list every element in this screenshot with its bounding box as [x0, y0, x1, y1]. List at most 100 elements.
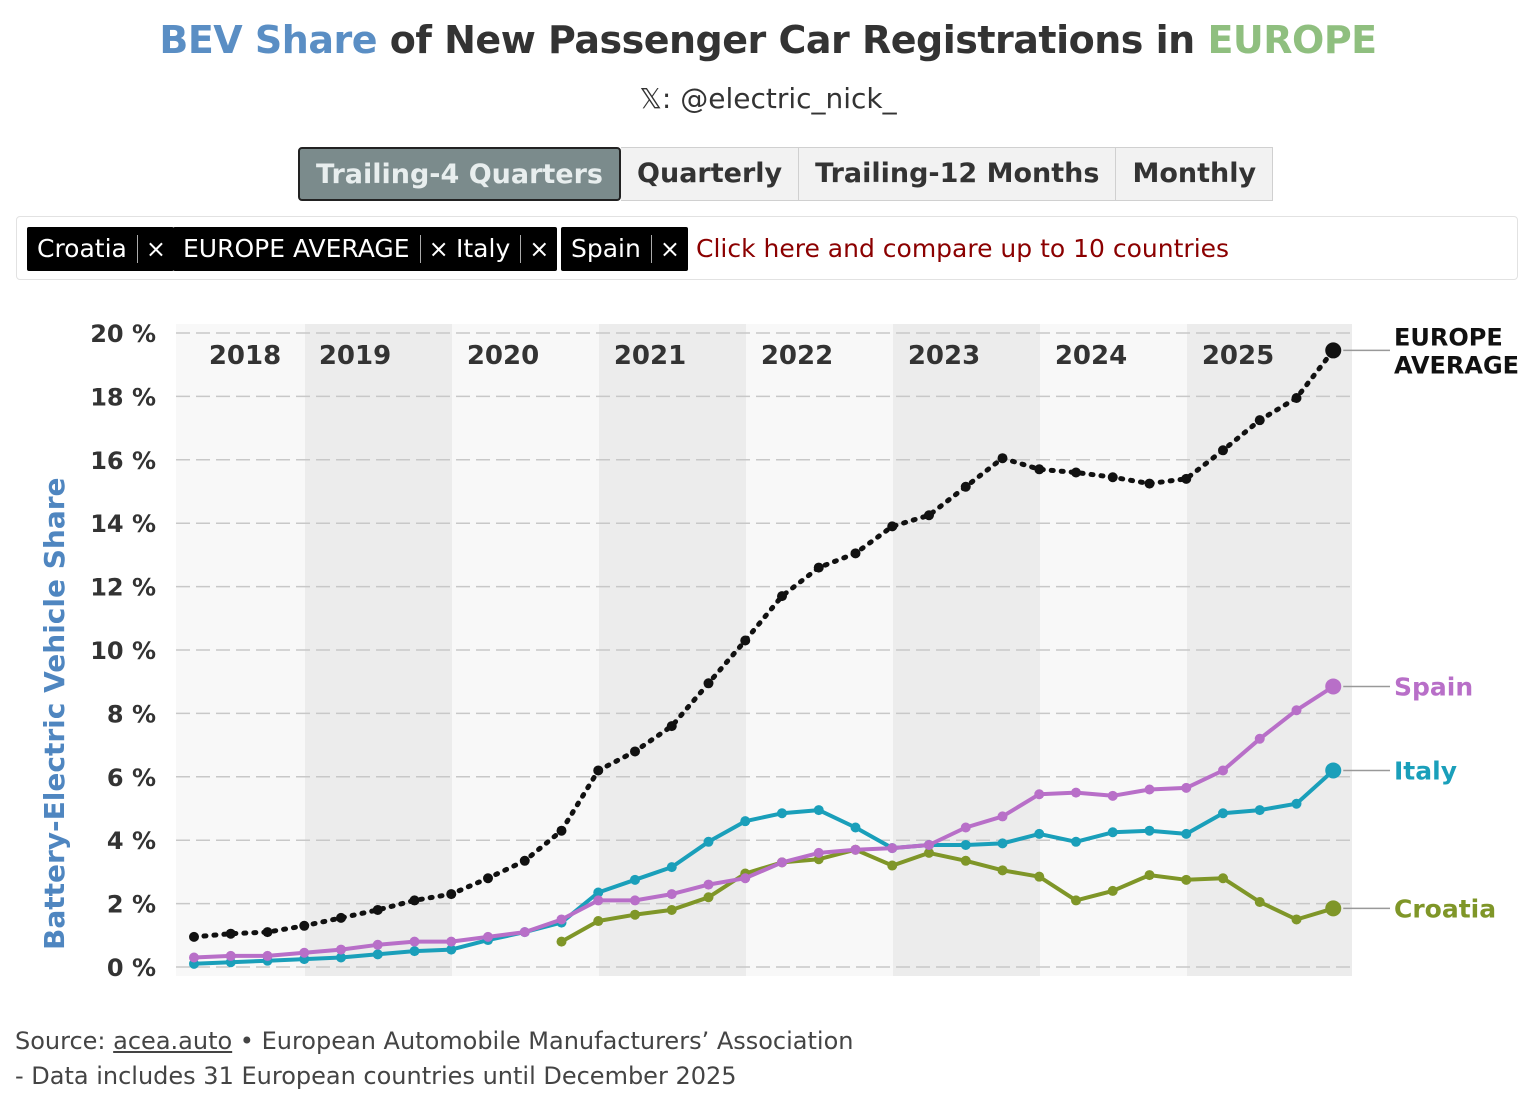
- data-point-italy: [666, 862, 677, 873]
- data-point-spain: [446, 936, 457, 947]
- tab-trailing-4-quarters[interactable]: Trailing-4 Quarters: [298, 147, 622, 201]
- data-point-spain: [1144, 784, 1155, 795]
- chip-italy-label: Italy: [456, 234, 511, 263]
- data-point-spain: [1181, 782, 1192, 793]
- chip-croatia: Croatia ×: [27, 227, 174, 271]
- data-point-spain: [336, 944, 346, 955]
- data-point-spain: [262, 950, 273, 961]
- tab-trailing-12-months[interactable]: Trailing-12 Months: [799, 147, 1117, 201]
- data-point-europe-average: [997, 453, 1008, 464]
- data-point-europe-average: [189, 931, 199, 942]
- data-point-croatia: [1181, 874, 1192, 885]
- data-point-spain: [556, 914, 567, 925]
- y-tick-label: 12 %: [90, 574, 156, 602]
- source-description: • European Automobile Manufacturers’ Ass…: [232, 1027, 854, 1055]
- compare-countries-link[interactable]: Click here and compare up to 10 countrie…: [696, 234, 1230, 263]
- source-footer: Source: acea.auto • European Automobile …: [15, 1024, 853, 1094]
- data-point-spain: [372, 939, 383, 950]
- data-point-europe-average: [1254, 415, 1265, 426]
- data-point-italy: [1325, 762, 1342, 779]
- data-point-italy: [593, 887, 604, 898]
- data-point-europe-average: [225, 928, 236, 939]
- tab-quarterly[interactable]: Quarterly: [621, 147, 800, 201]
- close-icon[interactable]: ×: [659, 235, 680, 263]
- y-tick-label: 16 %: [90, 447, 156, 475]
- data-point-spain: [299, 947, 310, 958]
- data-point-italy: [1181, 828, 1192, 839]
- data-point-croatia: [1107, 885, 1118, 896]
- data-point-croatia: [703, 892, 714, 903]
- series-line-croatia: [559, 847, 1336, 944]
- chip-italy: Italy ×: [446, 227, 558, 271]
- data-point-europe-average: [813, 562, 824, 573]
- data-point-italy: [813, 805, 824, 816]
- data-point-europe-average: [960, 481, 971, 492]
- data-point-europe-average: [850, 548, 861, 559]
- data-point-croatia: [1144, 870, 1155, 881]
- series-line-italy: [192, 768, 1336, 966]
- country-filter-bar[interactable]: Croatia × EUROPE AVERAGE × Italy × Spain × C…: [16, 216, 1518, 280]
- data-point-italy: [997, 838, 1008, 849]
- y-axis-label: Battery-Electric Vehicle Share: [38, 477, 71, 950]
- data-point-spain: [887, 843, 898, 854]
- chip-europe-average-label: EUROPE AVERAGE: [183, 234, 410, 263]
- chip-spain-label: Spain: [571, 234, 641, 263]
- series-label-italy: Italy: [1394, 756, 1457, 785]
- close-icon[interactable]: ×: [145, 235, 166, 263]
- data-point-italy: [409, 946, 420, 957]
- close-icon[interactable]: ×: [428, 235, 449, 263]
- data-point-italy: [1218, 808, 1228, 819]
- data-point-europe-average: [777, 591, 787, 602]
- year-label-2023: 2023: [908, 341, 980, 371]
- source-link[interactable]: acea.auto: [113, 1027, 233, 1055]
- data-point-europe-average: [519, 855, 530, 866]
- author-handle: 𝕏: @electric_nick_: [639, 82, 897, 115]
- data-point-italy: [777, 808, 787, 819]
- data-point-europe-average: [703, 678, 714, 689]
- data-point-croatia: [1071, 895, 1081, 906]
- data-point-spain: [593, 895, 604, 906]
- data-point-spain: [1218, 765, 1228, 776]
- data-point-italy: [1071, 836, 1081, 847]
- data-point-spain: [777, 857, 787, 868]
- data-point-europe-average: [262, 927, 273, 938]
- data-point-italy: [630, 874, 640, 885]
- series-label-spain: Spain: [1394, 672, 1473, 701]
- data-point-spain: [483, 931, 493, 942]
- data-note: - Data includes 31 European countries un…: [15, 1062, 737, 1090]
- chart-title: BEV Share of New Passenger Car Registrat…: [0, 18, 1536, 62]
- tab-monthly[interactable]: Monthly: [1116, 147, 1274, 201]
- year-label-2021: 2021: [614, 341, 686, 371]
- data-point-europe-average: [1181, 473, 1192, 484]
- data-point-europe-average: [740, 635, 751, 646]
- year-label-2022: 2022: [761, 341, 833, 371]
- title-bev-share: BEV Share: [159, 18, 378, 62]
- data-point-europe-average: [1144, 478, 1155, 489]
- close-icon[interactable]: ×: [529, 235, 550, 263]
- data-point-spain: [409, 936, 420, 947]
- data-point-spain: [1071, 787, 1081, 798]
- data-point-italy: [1107, 827, 1118, 838]
- data-point-europe-average: [483, 873, 493, 884]
- chip-europe-average: EUROPE AVERAGE ×: [173, 227, 457, 271]
- series-label-europe-average: AVERAGE: [1394, 351, 1519, 379]
- data-point-spain: [924, 839, 934, 850]
- y-tick-label: 14 %: [90, 510, 156, 538]
- data-point-italy: [1034, 828, 1045, 839]
- y-tick-label: 18 %: [90, 383, 156, 411]
- data-point-croatia: [1218, 873, 1228, 884]
- title-middle: of New Passenger Car Registrations in: [377, 18, 1208, 62]
- data-point-europe-average: [1291, 392, 1302, 403]
- data-point-spain: [740, 873, 751, 884]
- data-point-spain: [850, 844, 861, 855]
- data-point-croatia: [887, 860, 898, 871]
- y-tick-label: 0 %: [107, 954, 156, 982]
- data-point-spain: [813, 847, 824, 858]
- y-tick-label: 20 %: [90, 320, 156, 348]
- year-label-2018: 2018: [209, 341, 281, 371]
- data-point-spain: [189, 952, 199, 963]
- data-point-europe-average: [409, 895, 420, 906]
- chip-croatia-label: Croatia: [37, 234, 127, 263]
- year-label-2024: 2024: [1055, 341, 1127, 371]
- data-point-italy: [446, 944, 457, 955]
